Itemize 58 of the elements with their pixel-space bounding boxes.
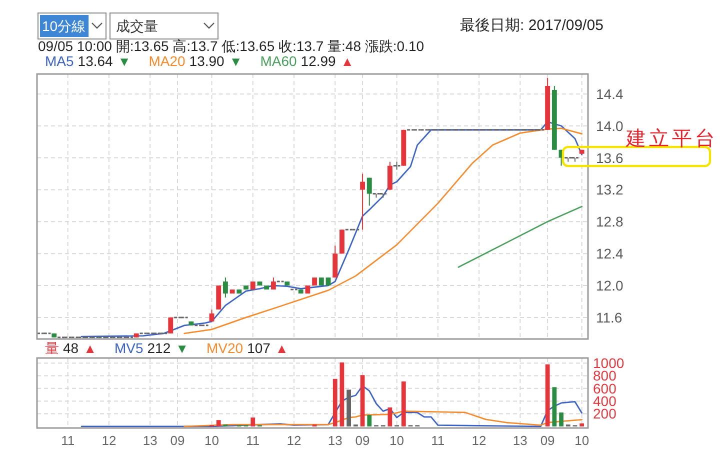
x-tick-label: 11 [246, 433, 260, 448]
x-tick-label: 12 [102, 433, 116, 448]
x-tick-label: 10 [204, 433, 219, 448]
x-tick-label: 13 [142, 433, 158, 448]
y-tick-label: 13.6 [596, 150, 624, 166]
line-series [184, 410, 583, 428]
x-tick-label: 09 [355, 433, 370, 448]
bar [545, 364, 550, 426]
text: 212 ▼ [147, 340, 188, 356]
bar [340, 362, 344, 426]
text: MV20 [206, 340, 244, 356]
text: 成交量 [116, 18, 158, 34]
y-tick-label: 13.2 [596, 182, 624, 198]
bar [580, 423, 584, 426]
bar [401, 381, 406, 426]
line-series [184, 128, 583, 334]
text: 13.64 ▼ [78, 53, 131, 69]
text: 12.99 ▲ [300, 53, 354, 69]
text: 建立平台 [625, 128, 718, 150]
candlestick [392, 161, 401, 170]
text: 量 [45, 340, 59, 356]
text: MA20 [148, 53, 186, 69]
x-tick-label: 11 [61, 433, 75, 448]
text: MA5 [45, 53, 74, 69]
text: 107 ▲ [247, 340, 288, 356]
x-tick-label: 09 [540, 433, 555, 448]
text: 10分線 [42, 18, 86, 34]
x-tick-label: 13 [512, 433, 528, 448]
text: 48 ▲ [63, 340, 96, 356]
y-tick-label: 12.0 [596, 278, 624, 294]
y-tick-label: 12.4 [596, 246, 624, 262]
x-tick-label: 13 [328, 433, 342, 448]
x-tick-label: 12 [286, 433, 302, 448]
bar [216, 420, 221, 426]
y-tick-label: 14.0 [596, 118, 624, 134]
x-tick-label: 12 [472, 433, 486, 448]
text: 09/05 10:00 開:13.65 高:13.7 低:13.65 收:13.7 量:48 漲跌:0.10 [38, 38, 424, 54]
x-tick-label: 10 [574, 433, 590, 448]
text: MV5 [114, 340, 144, 356]
bar [250, 418, 256, 426]
line-series [80, 121, 583, 338]
y-tick-label: 12.8 [596, 214, 624, 230]
bar [552, 387, 557, 426]
bar [346, 390, 352, 426]
bar [332, 378, 338, 426]
x-tick-label: 09 [170, 433, 185, 448]
x-tick-label: 10 [390, 433, 404, 448]
text: 13.90 ▼ [189, 53, 242, 69]
text: MA60 [260, 53, 298, 69]
y-tick-label: 11.6 [596, 309, 622, 326]
y-tick-label: 14.4 [596, 86, 624, 102]
line-series [80, 385, 583, 428]
bar [360, 375, 365, 426]
x-tick-label: 11 [431, 433, 445, 448]
bar [559, 412, 564, 426]
text: 最後日期: 2017/09/05 [460, 17, 604, 34]
bar [367, 415, 372, 426]
bar [388, 407, 392, 426]
